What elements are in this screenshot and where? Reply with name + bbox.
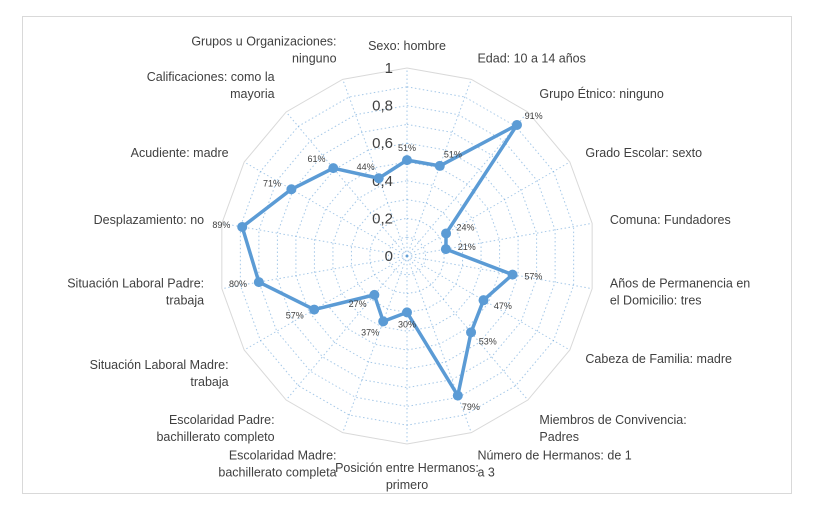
radar-spoke [406, 255, 571, 351]
data-label: 21% [458, 242, 476, 252]
axis-tick-label: 0,6 [372, 135, 393, 152]
category-label: Comuna: Fundadores [610, 213, 731, 227]
radar-spoke [342, 79, 408, 257]
radar-grid-ring [276, 123, 538, 389]
radar-spoke [285, 111, 408, 257]
series-point [507, 269, 518, 280]
series-point [369, 289, 380, 300]
data-label: 89% [212, 220, 230, 230]
category-label: Grupo Étnico: ninguno [539, 86, 663, 101]
series-point [434, 160, 445, 171]
series-point [309, 304, 320, 315]
data-label: 91% [525, 111, 543, 121]
category-label: Grupos u Organizaciones: ninguno [191, 34, 336, 65]
axis-tick-label: 0 [385, 248, 393, 265]
radar-spoke [406, 161, 571, 257]
radar-spoke [243, 161, 408, 257]
series-point [511, 119, 522, 130]
series-point [478, 295, 489, 306]
axis-tick-label: 0,2 [372, 210, 393, 227]
data-label: 61% [308, 154, 326, 164]
radar-outer-ring [221, 67, 593, 445]
category-label: Grado Escolar: sexto [585, 146, 702, 160]
radar-spoke [285, 255, 408, 401]
category-label: Escolaridad Madre: bachillerato completa [218, 449, 336, 480]
radar-spoke [243, 255, 408, 351]
series-point [452, 390, 463, 401]
radar-spoke [406, 79, 472, 257]
data-label: 37% [361, 328, 379, 338]
radar-grid-ring [258, 105, 556, 407]
category-label: Desplazamiento: no [94, 213, 205, 227]
data-label: 44% [357, 162, 375, 172]
series-point [328, 163, 339, 174]
category-label: Calificaciones: como la mayoria [147, 70, 275, 101]
radar-spoke [342, 255, 408, 433]
data-label: 71% [263, 178, 281, 188]
data-label: 53% [479, 337, 497, 347]
series-point [440, 244, 451, 255]
radar-spoke [406, 255, 529, 401]
data-label: 79% [462, 402, 480, 412]
data-label: 47% [494, 301, 512, 311]
data-label: 57% [286, 311, 304, 321]
data-label: 27% [349, 299, 367, 309]
category-label: Años de Permanencia en el Domicilio: tres [610, 276, 750, 307]
data-label: 80% [229, 279, 247, 289]
data-label: 24% [456, 222, 474, 232]
data-label: 51% [398, 143, 416, 153]
series-point [253, 277, 264, 288]
series-point [237, 221, 248, 232]
category-label: Situación Laboral Madre: trabaja [90, 358, 229, 389]
series-point [373, 173, 384, 184]
category-label: Posición entre Hermanos: primero [335, 461, 479, 492]
data-label: 57% [524, 272, 542, 282]
series-line [240, 123, 519, 398]
axis-tick-label: 0,8 [372, 98, 393, 115]
data-label: 30% [398, 319, 416, 329]
radar-spoke [406, 222, 593, 257]
category-label: Situación Laboral Padre: trabaja [67, 276, 204, 307]
data-label: 51% [444, 150, 462, 160]
series-point [466, 327, 477, 338]
series-point [402, 307, 412, 318]
series-point [378, 316, 389, 327]
radar-spoke [221, 222, 408, 257]
radar-spoke [406, 255, 593, 290]
category-label: Miembros de Convivencia: Padres [539, 413, 686, 444]
category-label: Edad: 10 a 14 años [477, 51, 585, 65]
radar-spoke [406, 255, 472, 433]
axis-tick-label: 1 [385, 60, 393, 77]
category-label: Acudiente: madre [131, 146, 229, 160]
category-label: Escolaridad Padre: bachillerato completo [156, 413, 274, 444]
category-label: Sexo: hombre [368, 39, 446, 53]
series-point [441, 228, 452, 239]
category-label: Cabeza de Familia: madre [585, 352, 732, 366]
radar-spoke [221, 255, 408, 290]
series-point [286, 184, 297, 195]
series-point [402, 155, 412, 166]
